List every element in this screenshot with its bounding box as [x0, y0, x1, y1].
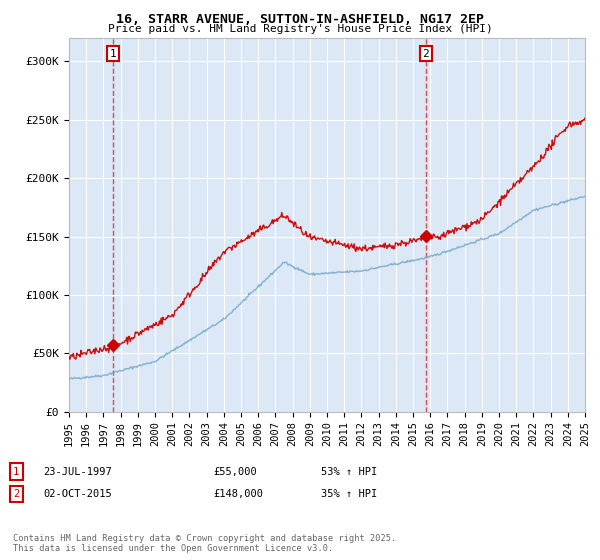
- Text: 16, STARR AVENUE, SUTTON-IN-ASHFIELD, NG17 2EP: 16, STARR AVENUE, SUTTON-IN-ASHFIELD, NG…: [116, 13, 484, 26]
- Text: 1: 1: [13, 466, 19, 477]
- Text: Price paid vs. HM Land Registry's House Price Index (HPI): Price paid vs. HM Land Registry's House …: [107, 24, 493, 34]
- Text: 23-JUL-1997: 23-JUL-1997: [43, 466, 112, 477]
- Text: 53% ↑ HPI: 53% ↑ HPI: [321, 466, 377, 477]
- Text: This data is licensed under the Open Government Licence v3.0.: This data is licensed under the Open Gov…: [13, 544, 334, 553]
- Text: 2: 2: [13, 489, 19, 499]
- Text: 35% ↑ HPI: 35% ↑ HPI: [321, 489, 377, 499]
- Text: 2: 2: [422, 49, 429, 59]
- Text: 1: 1: [109, 49, 116, 59]
- Text: Contains HM Land Registry data © Crown copyright and database right 2025.: Contains HM Land Registry data © Crown c…: [13, 534, 397, 543]
- Text: £148,000: £148,000: [213, 489, 263, 499]
- Text: 02-OCT-2015: 02-OCT-2015: [43, 489, 112, 499]
- Text: £55,000: £55,000: [213, 466, 257, 477]
